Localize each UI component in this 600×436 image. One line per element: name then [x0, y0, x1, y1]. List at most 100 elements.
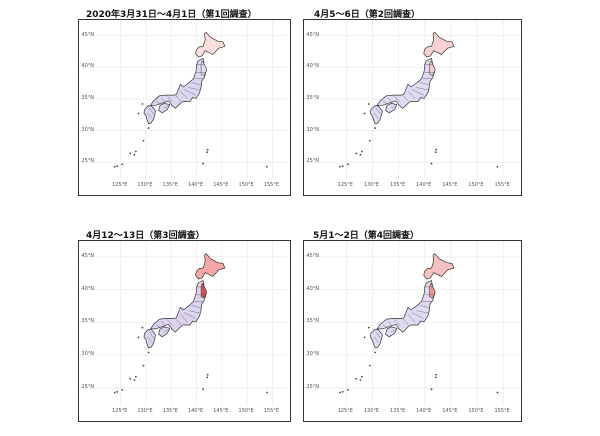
prefecture-border [183, 312, 196, 319]
prefecture-border [403, 95, 409, 102]
island-dot [121, 163, 124, 166]
lat-label: 35°N [81, 94, 94, 101]
island-dot [434, 376, 437, 379]
region-honshu [150, 57, 208, 109]
region-hokkaido [423, 31, 455, 58]
island-dot [368, 364, 371, 367]
lon-label: 130°E [137, 408, 153, 414]
lat-label: 25°N [81, 383, 94, 390]
prefecture-border [164, 330, 168, 332]
island-dot [134, 150, 137, 153]
map-plot-4 [303, 240, 522, 422]
lon-label: 150°E [468, 408, 484, 414]
prefecture-border [188, 310, 201, 314]
island-dot [129, 152, 132, 155]
island-dot [341, 165, 344, 168]
island-dot [339, 165, 341, 168]
lat-label: 45°N [306, 252, 319, 259]
lat-label: 35°N [306, 94, 319, 101]
lon-label: 135°E [162, 408, 178, 414]
map-svg [304, 20, 521, 179]
island-dot [133, 379, 136, 381]
lon-label: 155°E [263, 408, 279, 414]
island-dot [339, 391, 341, 394]
lat-label: 25°N [81, 158, 94, 165]
lon-label: 140°E [187, 408, 204, 414]
region-hokkaido [195, 31, 226, 58]
prefecture-border [382, 324, 388, 328]
island-dot [430, 388, 433, 391]
lon-label: 130°E [363, 182, 380, 188]
lon-label: 140°E [416, 182, 432, 188]
lon-label: 140°E [187, 182, 204, 188]
prefecture-border [183, 89, 196, 96]
prefecture-border [164, 106, 168, 108]
lat-label: 40°N [81, 63, 94, 70]
island-dot [206, 373, 209, 376]
lat-label: 25°N [306, 383, 319, 390]
region-shikoku [158, 103, 171, 114]
region-honshu [376, 57, 436, 109]
lat-label: 40°N [306, 63, 319, 70]
island-dot [355, 152, 358, 155]
prefecture-border [147, 112, 152, 119]
island-dot [363, 112, 366, 115]
island-dot [206, 148, 209, 151]
region-hokkaido [423, 253, 455, 280]
region-shikoku [385, 326, 398, 338]
island-dot [363, 336, 366, 339]
prefecture-border [387, 320, 392, 326]
island-dot [341, 390, 344, 393]
prefecture-border [167, 319, 173, 326]
prefecture-border [160, 320, 165, 326]
lon-label: 150°E [468, 182, 484, 188]
island-dot [141, 326, 144, 329]
lon-label: 135°E [389, 182, 406, 188]
region-shikoku [385, 103, 398, 114]
prefecture-border [382, 101, 388, 105]
prefecture-border [375, 107, 381, 115]
prefecture-border [419, 305, 430, 309]
lat-label: 40°N [306, 285, 319, 292]
prefecture-border [180, 91, 188, 100]
island-dot [202, 162, 205, 165]
prefecture-border [407, 91, 416, 100]
lat-label: 45°N [81, 252, 94, 259]
map-svg [79, 20, 290, 179]
region-kyushu [370, 105, 383, 124]
prefecture-border [175, 318, 182, 326]
island-dot [367, 326, 370, 329]
prefecture-border [416, 310, 429, 314]
lon-label: 145°E [213, 182, 229, 188]
prefecture-border [387, 97, 392, 103]
prefecture-border [394, 96, 401, 103]
prefecture-border [147, 336, 152, 343]
island-dot [435, 148, 438, 151]
island-dot [133, 153, 136, 156]
island-dot [142, 364, 145, 367]
prefecture-border [394, 319, 401, 326]
region-honshu [376, 280, 436, 333]
region-kyushu [143, 105, 156, 124]
prefecture-border [161, 97, 165, 103]
prefecture-border [175, 95, 182, 102]
map-title-4: 5月1〜2日（第4回調査） [313, 231, 420, 241]
map-svg [304, 241, 521, 405]
island-dot [137, 112, 140, 115]
region-hokkaido [195, 253, 226, 280]
prefecture-border [180, 314, 188, 323]
island-dot [361, 150, 363, 153]
prefecture-border [188, 87, 201, 91]
island-dot [434, 151, 437, 154]
island-dot [430, 162, 433, 165]
island-dot [374, 127, 376, 129]
island-dot [361, 375, 363, 378]
map-title-1: 2020年3月31日〜4月1日（第1回調査） [86, 10, 257, 20]
island-dot [367, 103, 370, 105]
lon-label: 125°E [112, 182, 128, 188]
prefecture-border [419, 82, 430, 86]
lat-label: 30°N [306, 126, 319, 133]
map-title-3: 4月12〜13日（第3回調査） [86, 231, 205, 241]
lat-label: 30°N [306, 351, 319, 358]
island-dot [346, 388, 349, 391]
